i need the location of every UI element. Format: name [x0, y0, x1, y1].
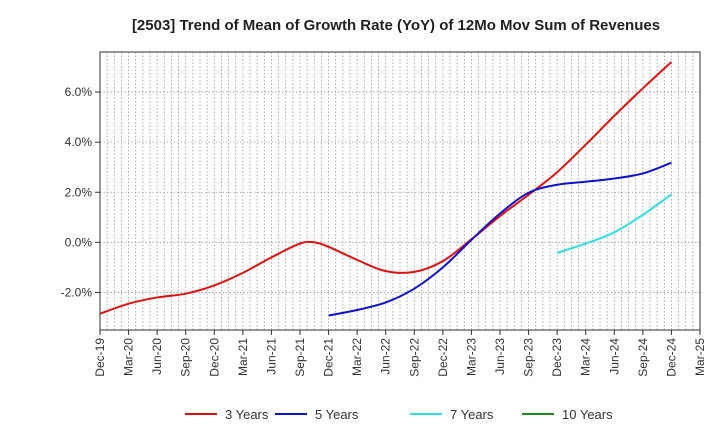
x-tick-label: Mar-23 — [464, 338, 478, 376]
x-tick-label: Sep-21 — [293, 338, 307, 377]
x-tick-label: Jun-22 — [379, 338, 393, 375]
y-tick-label: -2.0% — [61, 285, 93, 299]
y-tick-label: 6.0% — [65, 85, 93, 99]
legend-label: 10 Years — [562, 407, 613, 422]
grid-lines — [100, 52, 700, 330]
x-tick-label: Jun-20 — [150, 338, 164, 375]
x-tick-label: Mar-22 — [350, 338, 364, 376]
x-tick-label: Mar-21 — [236, 338, 250, 376]
x-tick-label: Dec-20 — [207, 338, 221, 377]
x-tick-label: Dec-23 — [550, 338, 564, 377]
x-tick-label: Sep-24 — [636, 338, 650, 377]
x-tick-label: Dec-19 — [93, 338, 107, 377]
y-tick-label: 4.0% — [65, 135, 93, 149]
x-tick-label: Sep-20 — [179, 338, 193, 377]
x-tick-label: Sep-23 — [522, 338, 536, 377]
legend-label: 7 Years — [450, 407, 494, 422]
legend-label: 3 Years — [225, 407, 269, 422]
x-tick-label: Mar-25 — [693, 338, 707, 376]
x-tick-label: Dec-24 — [664, 338, 678, 377]
legend: 3 Years 5 Years 7 Years 10 Years — [185, 407, 613, 422]
y-tick-label: 2.0% — [65, 185, 93, 199]
series-lines — [99, 61, 673, 317]
x-tick-label: Jun-23 — [493, 338, 507, 375]
y-axis-ticks: -2.0% 0.0% 2.0% 4.0% 6.0% — [61, 85, 100, 299]
legend-label: 5 Years — [315, 407, 359, 422]
x-tick-label: Mar-24 — [579, 338, 593, 376]
series-line-5-years — [328, 161, 672, 317]
x-tick-label: Jun-24 — [607, 338, 621, 375]
chart-title: [2503] Trend of Mean of Growth Rate (YoY… — [132, 17, 660, 34]
x-tick-label: Jun-21 — [264, 338, 278, 375]
x-tick-label: Dec-21 — [322, 338, 336, 377]
series-line-7-years — [556, 193, 673, 254]
y-tick-label: 0.0% — [65, 235, 93, 249]
x-tick-label: Sep-22 — [407, 338, 421, 377]
x-tick-label: Dec-22 — [436, 338, 450, 377]
x-tick-label: Mar-20 — [122, 338, 136, 376]
plot-area-frame — [99, 51, 701, 331]
x-axis-ticks: Dec-19 Mar-20 Jun-20 Sep-20 Dec-20 Mar-21 Jun-… — [93, 330, 707, 377]
series-line-3-years — [99, 61, 673, 315]
